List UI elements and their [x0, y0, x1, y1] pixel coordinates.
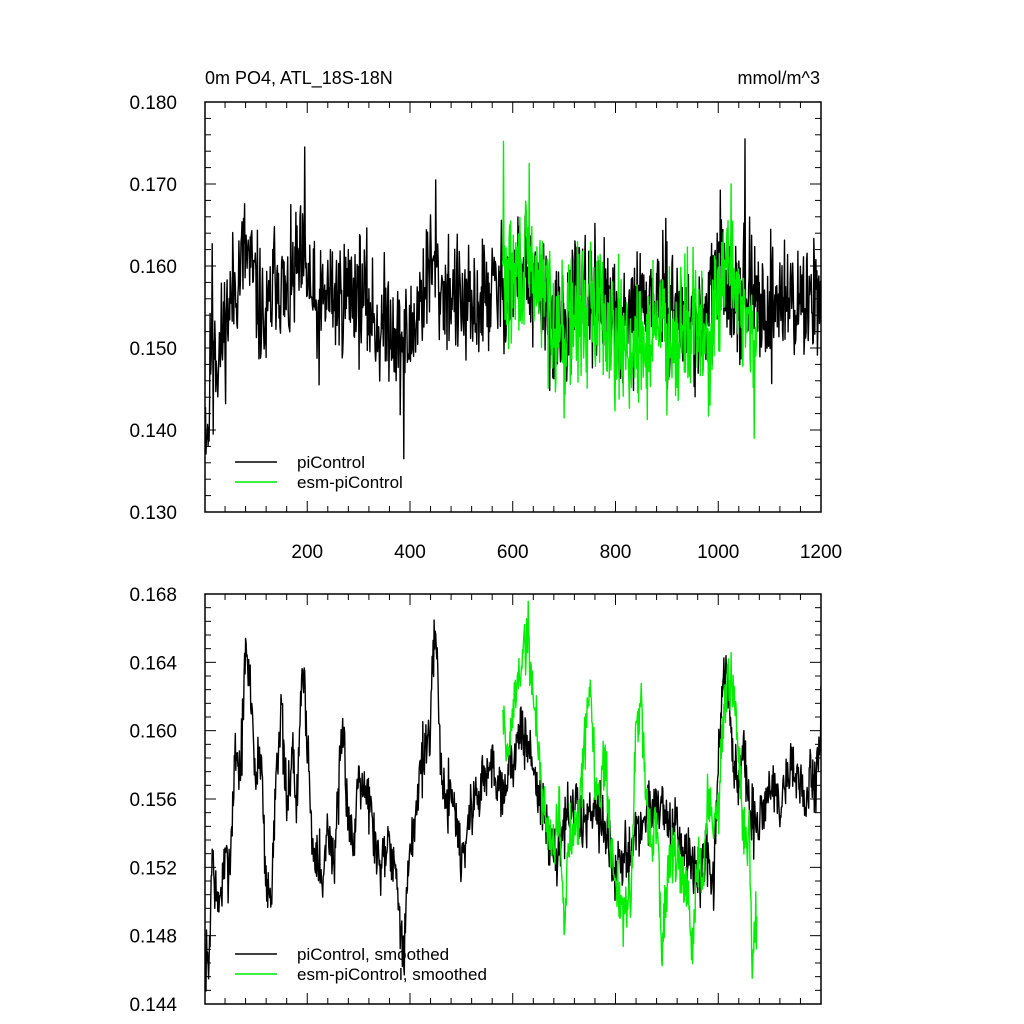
legend-label: piControl — [297, 453, 365, 472]
top-ticks: 0.130 0.140 0.150 0.160 0.170 0.180 200 400 600 8… — [129, 93, 842, 563]
series-line-black — [205, 619, 821, 992]
y-tick-label: 0.140 — [129, 421, 177, 442]
bottom-ticks: 0.144 0.148 0.152 0.156 0.160 0.164 0.168 — [129, 585, 822, 1016]
y-tick-label: 0.156 — [129, 790, 177, 811]
legend-label: esm-piControl, smoothed — [297, 965, 487, 984]
x-tick-label: 200 — [291, 542, 323, 563]
y-tick-label: 0.152 — [129, 858, 177, 879]
series-line-green — [501, 600, 758, 979]
x-tick-label: 1200 — [800, 542, 842, 563]
y-tick-label: 0.170 — [129, 175, 177, 196]
top-series-lines — [205, 138, 821, 460]
y-tick-label: 0.148 — [129, 927, 177, 948]
y-tick-label: 0.160 — [129, 722, 177, 743]
x-tick-label: 400 — [394, 542, 426, 563]
bottom-panel: 0.144 0.148 0.152 0.156 0.160 0.164 0.168 piCo… — [129, 585, 822, 1016]
top-panel: 0m PO4, ATL_18S-18N mmol/m^3 0.1300.1400… — [129, 68, 842, 563]
series-line-green — [501, 140, 758, 439]
y-tick-label: 0.168 — [129, 585, 177, 606]
y-tick-label: 0.150 — [129, 339, 177, 360]
x-tick-label: 800 — [600, 542, 632, 563]
y-tick-label: 0.144 — [129, 995, 177, 1016]
legend-label: piControl, smoothed — [297, 945, 449, 964]
y-tick-label: 0.180 — [129, 93, 177, 114]
y-tick-label: 0.160 — [129, 257, 177, 278]
y-tick-label: 0.130 — [129, 503, 177, 524]
bottom-series-lines — [205, 600, 821, 992]
top-units: mmol/m^3 — [738, 68, 820, 88]
x-tick-label: 600 — [497, 542, 529, 563]
x-tick-label: 1000 — [697, 542, 739, 563]
y-tick-label: 0.164 — [129, 653, 177, 674]
legend-label: esm-piControl — [297, 473, 403, 492]
top-title: 0m PO4, ATL_18S-18N — [205, 68, 393, 89]
